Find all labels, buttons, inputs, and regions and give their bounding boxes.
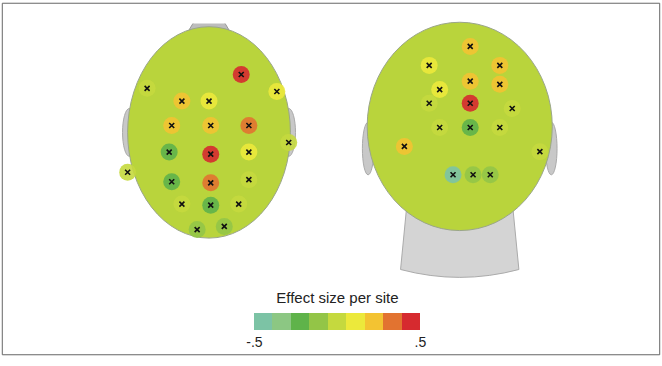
svg-text:.5: .5 (415, 334, 427, 350)
svg-text:-.5: -.5 (246, 334, 263, 350)
svg-text:Effect size per site: Effect size per site (276, 289, 398, 306)
